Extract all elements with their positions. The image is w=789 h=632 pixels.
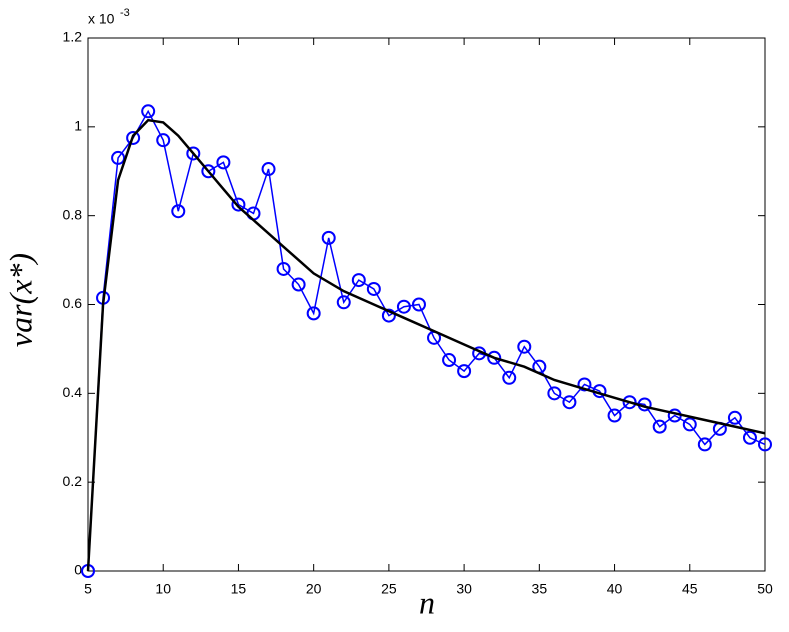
data-point [111,150,126,165]
data-point [758,437,772,452]
x-tick-label: 20 [306,581,322,597]
data-point [411,297,426,312]
data-point [457,364,472,379]
y-axis-label: var(x*) [2,253,38,347]
x-tick-label: 5 [84,581,92,597]
data-point [291,277,306,292]
data-point [201,164,216,179]
data-point [622,395,637,410]
data-point [231,197,246,212]
data-point [442,353,457,368]
data-point [697,437,712,452]
y-tick-label: 0 [74,562,82,578]
data-point [276,261,291,276]
y-multiplier-exponent: -3 [120,7,130,19]
data-point [186,146,201,161]
data-point [742,430,757,445]
x-tick-label: 45 [682,581,698,597]
plot-area [87,37,766,572]
y-multiplier: x 10 [88,11,115,27]
data-point [141,104,156,119]
data-point [351,273,366,288]
x-tick-label: 40 [607,581,623,597]
data-point [396,299,411,314]
series-line [86,118,766,572]
y-tick-label: 0.6 [63,295,83,311]
data-point [171,204,186,219]
y-tick-label: 1 [74,118,82,134]
data-point [652,419,667,434]
x-tick-label: 10 [155,581,171,597]
data-point [156,133,171,148]
data-point [547,386,562,401]
data-point [682,417,697,432]
x-tick-label: 30 [456,581,472,597]
data-point [126,130,141,145]
x-tick-label: 15 [231,581,247,597]
data-point [306,306,321,321]
data-point [487,350,502,365]
data-point [727,410,742,425]
y-tick-label: 0.4 [63,384,83,400]
data-point [366,281,381,296]
data-point [381,308,396,323]
data-point [562,395,577,410]
data-point [261,162,276,177]
x-tick-label: 50 [757,581,773,597]
y-tick-label: 1.2 [63,29,83,45]
data-point [502,370,517,385]
y-tick-label: 0.8 [63,206,83,222]
data-point [216,155,231,170]
x-tick-label: 35 [532,581,548,597]
data-point [517,339,532,354]
data-point [336,295,351,310]
data-point [577,377,592,392]
data-point [321,230,336,245]
y-tick-label: 0.2 [63,473,83,489]
x-tick-label: 25 [381,581,397,597]
x-axis-label: n [419,584,435,620]
data-point [607,408,622,423]
